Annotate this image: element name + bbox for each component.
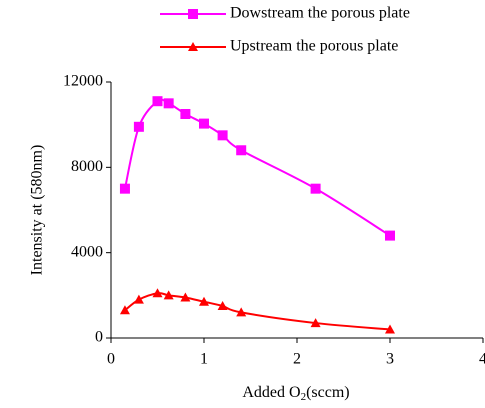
marker	[188, 9, 198, 19]
marker	[163, 98, 174, 109]
marker	[199, 118, 209, 129]
x-axis-label: Added O2(sccm)	[242, 384, 349, 403]
marker	[385, 230, 395, 241]
marker	[163, 290, 174, 300]
y-axis-label: Intensity at (580nm)	[29, 145, 46, 276]
series-line	[123, 98, 391, 237]
marker	[310, 183, 321, 194]
marker	[133, 294, 144, 304]
marker	[119, 305, 130, 315]
y-tick-label: 0	[95, 329, 103, 346]
marker	[180, 292, 191, 302]
x-tick-label: 4	[479, 351, 485, 368]
marker	[188, 42, 198, 51]
marker	[180, 109, 191, 119]
marker	[236, 145, 247, 156]
x-axis-label-sub: 2	[301, 391, 307, 403]
marker	[310, 318, 321, 328]
marker	[152, 96, 163, 107]
marker	[217, 301, 228, 310]
marker	[152, 288, 163, 298]
marker	[133, 121, 144, 132]
x-axis-label-text: Added O	[242, 384, 300, 401]
y-tick-label: 12000	[63, 73, 103, 90]
x-tick-label: 2	[293, 351, 301, 368]
marker	[385, 324, 395, 334]
x-tick-label: 1	[200, 351, 208, 368]
marker	[236, 307, 247, 317]
marker	[119, 183, 130, 194]
legend-label: Dowstream the porous plate	[230, 5, 410, 22]
legend-label: Upstream the porous plate	[230, 38, 398, 55]
y-tick-label: 4000	[71, 243, 103, 260]
x-axis-label-suffix: (sccm)	[306, 384, 350, 401]
marker	[217, 130, 228, 141]
y-tick-label: 8000	[71, 158, 103, 175]
marker	[199, 296, 209, 306]
x-tick-label: 3	[386, 351, 394, 368]
series-line	[124, 292, 391, 331]
x-tick-label: 0	[107, 351, 115, 368]
